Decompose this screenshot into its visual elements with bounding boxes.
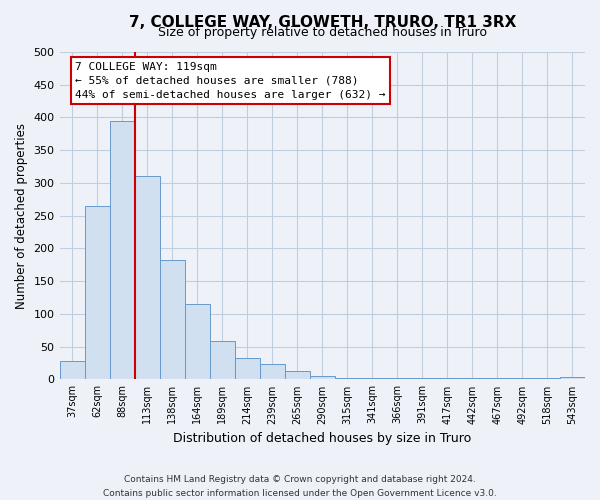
Bar	[209, 342, 235, 380]
Bar	[385, 378, 410, 380]
Bar	[435, 378, 460, 380]
Title: 7, COLLEGE WAY, GLOWETH, TRURO, TR1 3RX: 7, COLLEGE WAY, GLOWETH, TRURO, TR1 3RX	[128, 15, 516, 30]
Bar	[160, 260, 185, 380]
Text: 7 COLLEGE WAY: 119sqm
← 55% of detached houses are smaller (788)
44% of semi-det: 7 COLLEGE WAY: 119sqm ← 55% of detached …	[76, 62, 386, 100]
Bar	[185, 304, 209, 380]
Bar	[410, 378, 435, 380]
Bar	[510, 378, 535, 380]
Bar	[560, 378, 585, 380]
Bar	[310, 376, 335, 380]
Bar	[85, 206, 110, 380]
Bar	[285, 371, 310, 380]
Text: Contains HM Land Registry data © Crown copyright and database right 2024.
Contai: Contains HM Land Registry data © Crown c…	[103, 476, 497, 498]
Bar	[535, 378, 560, 380]
Bar	[260, 364, 285, 380]
Bar	[360, 378, 385, 380]
Bar	[485, 378, 510, 380]
Bar	[110, 121, 134, 380]
X-axis label: Distribution of detached houses by size in Truro: Distribution of detached houses by size …	[173, 432, 472, 445]
Y-axis label: Number of detached properties: Number of detached properties	[15, 122, 28, 308]
Bar	[134, 176, 160, 380]
Bar	[335, 378, 360, 380]
Bar	[235, 358, 260, 380]
Bar	[59, 361, 85, 380]
Text: Size of property relative to detached houses in Truro: Size of property relative to detached ho…	[158, 26, 487, 39]
Bar	[460, 378, 485, 380]
